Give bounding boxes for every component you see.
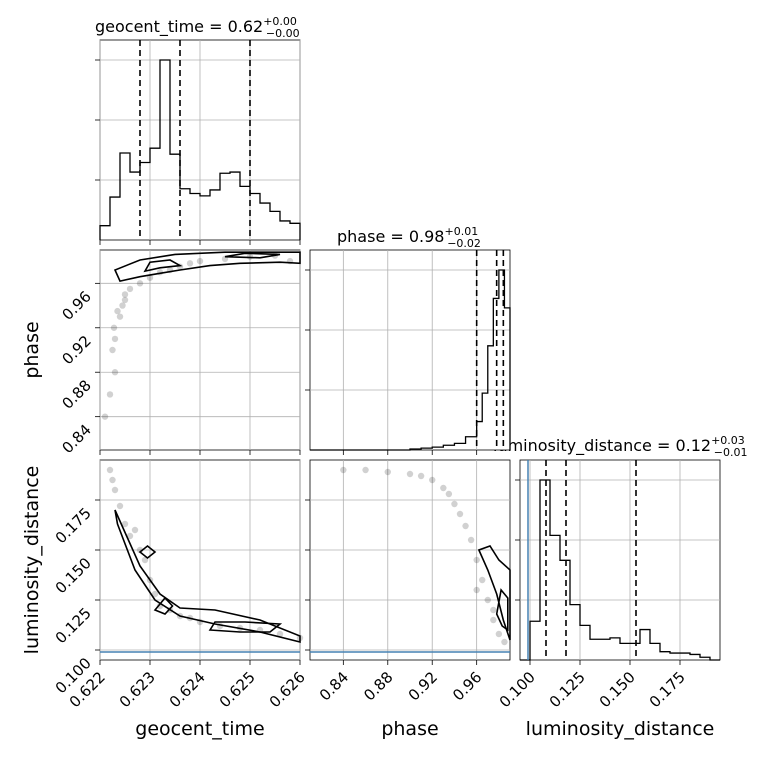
tick-label-y: 0.84 (58, 421, 94, 457)
scatter-point (101, 413, 109, 420)
contour (113, 251, 301, 283)
title-geocent-time: geocent_time = 0.62+0.00 −0.00 (95, 15, 300, 40)
tick-label-x: 0.96 (449, 668, 485, 704)
tick-label-x: 0.626 (266, 668, 309, 711)
scatter-point (111, 369, 119, 376)
tick-label-x: 0.623 (116, 668, 159, 711)
scatter-point (126, 532, 134, 540)
scatter-point (473, 556, 480, 564)
scatter-point (106, 391, 114, 398)
scatter-point (429, 476, 436, 484)
scatter-point (126, 285, 134, 293)
xlabel-luminosity-distance: luminosity_distance (526, 718, 715, 740)
xlabel-phase: phase (381, 718, 438, 740)
panel-luminosity-distance-hist (519, 459, 721, 661)
scatter-point (196, 257, 204, 265)
tick-label-y: 0.125 (52, 604, 95, 647)
scatter-point (106, 466, 114, 474)
scatter-point (440, 484, 447, 492)
panel-phase-hist (309, 249, 511, 451)
tick-label-x: 0.88 (360, 668, 396, 704)
contour (138, 544, 157, 560)
tick-label-x: 0.100 (496, 668, 539, 711)
scatter-point (121, 291, 129, 298)
tick-label-x: 0.625 (216, 668, 259, 711)
scatter-point (495, 630, 503, 638)
scatter-point (456, 510, 464, 518)
scatter-point (490, 616, 497, 624)
scatter-point (121, 520, 129, 528)
scatter-point (110, 324, 118, 331)
histogram-luminosity-distance (520, 479, 720, 661)
tick-label-y: 0.96 (58, 287, 94, 323)
scatter-point (186, 260, 194, 267)
tick-label-y: 0.150 (52, 554, 95, 597)
tick-label-x: 0.150 (596, 668, 639, 711)
scatter-point (340, 466, 347, 474)
panel-phase-vs-luminosity-distance (309, 459, 511, 661)
title-phase: phase = 0.98+0.01 −0.02 (337, 225, 481, 250)
tick-label-x: 0.175 (646, 668, 689, 711)
scatter-point (121, 296, 129, 304)
scatter-point (384, 468, 391, 476)
tick-label-x: 0.92 (405, 668, 441, 704)
scatter-point (490, 606, 497, 614)
scatter-point (111, 486, 119, 494)
scatter-point (146, 274, 154, 281)
scatter-point (109, 346, 116, 354)
tick-label-y: 0.92 (58, 332, 94, 368)
scatter-point (484, 596, 491, 604)
scatter-point (406, 470, 414, 478)
scatter-point (276, 630, 284, 638)
scatter-point (109, 476, 116, 484)
contour (477, 545, 511, 641)
scatter-point (136, 280, 144, 287)
contour (143, 259, 183, 273)
scatter-point (119, 302, 126, 309)
tick-label-x: 0.84 (316, 668, 352, 704)
tick-label-x: 0.125 (546, 668, 589, 711)
scatter-point (141, 556, 149, 564)
tick-label-y: 0.175 (52, 504, 95, 547)
scatter-point (445, 490, 453, 498)
scatter-point (116, 502, 124, 510)
title-luminosity-distance: luminosity_distance = 0.12+0.03 −0.01 (493, 434, 748, 459)
scatter-point (467, 536, 475, 544)
scatter-point (462, 522, 469, 530)
scatter-point (116, 313, 124, 320)
scatter-point (151, 590, 159, 598)
scatter-point (501, 638, 508, 646)
scatter-point (131, 526, 139, 534)
contour (495, 588, 509, 632)
scatter-point (473, 586, 480, 594)
scatter-point (111, 335, 119, 343)
scatter-point (479, 576, 486, 584)
contour (208, 621, 283, 633)
scatter-point (417, 472, 425, 480)
contour (224, 252, 281, 259)
histogram-phase (310, 269, 511, 451)
contour (153, 596, 174, 615)
ylabel-luminosity-distance: luminosity_distance (21, 466, 43, 655)
ylabel-phase: phase (21, 321, 43, 378)
tick-label-x: 0.624 (166, 668, 209, 711)
scatter-point (451, 500, 458, 508)
tick-label-y: 0.88 (58, 376, 94, 412)
scatter-point (114, 307, 121, 315)
xlabel-geocent-time: geocent_time (135, 718, 264, 740)
scatter-point (362, 466, 369, 474)
histogram-geocent-time (99, 59, 301, 240)
